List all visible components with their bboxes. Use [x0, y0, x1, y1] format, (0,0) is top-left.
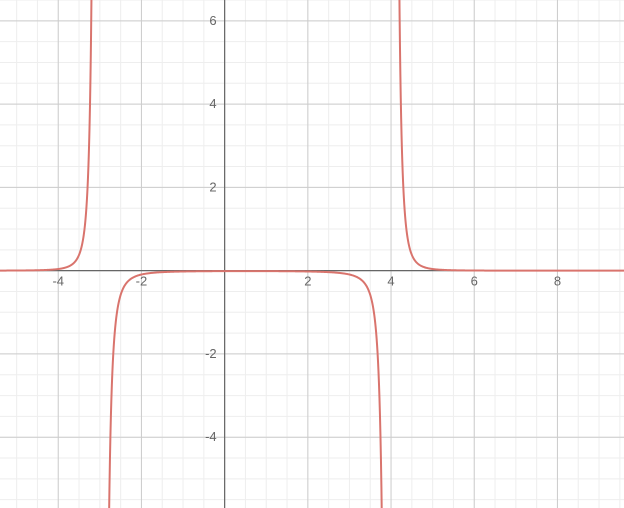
svg-text:-4: -4 — [52, 274, 64, 289]
svg-text:4: 4 — [209, 96, 216, 111]
svg-text:6: 6 — [209, 13, 216, 28]
svg-text:2: 2 — [304, 274, 311, 289]
chart-container: -4-22468-4-2246 — [0, 0, 624, 508]
curve-branch-left — [0, 0, 99, 271]
svg-text:4: 4 — [387, 274, 394, 289]
svg-text:-2: -2 — [205, 346, 217, 361]
curve-branch-right — [391, 0, 624, 271]
chart-svg: -4-22468-4-2246 — [0, 0, 624, 508]
svg-text:2: 2 — [209, 179, 216, 194]
svg-text:8: 8 — [554, 274, 561, 289]
svg-text:-4: -4 — [205, 429, 217, 444]
svg-text:6: 6 — [471, 274, 478, 289]
